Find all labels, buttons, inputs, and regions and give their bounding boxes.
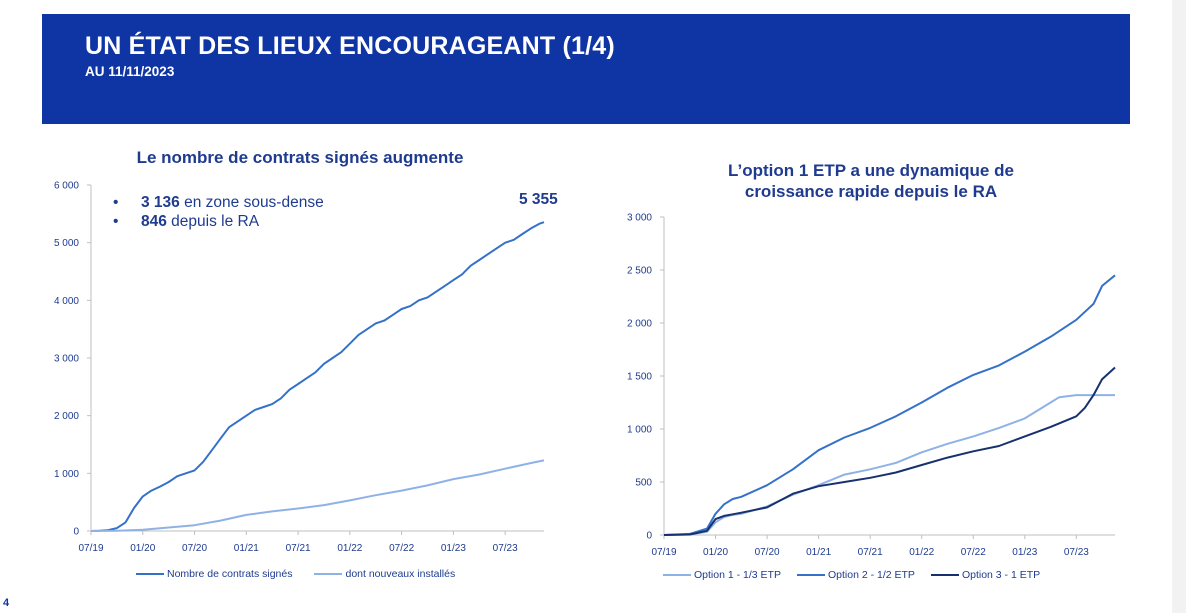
right-y-tick-label: 500 (635, 478, 652, 489)
left-y-tick-label: 6 000 (54, 181, 79, 192)
legend-swatch (314, 573, 343, 575)
bullet-text: en zone sous-dense (179, 194, 324, 211)
right-series-line-3 (663, 366, 1116, 536)
slide-subtitle: AU 11/11/2023 (85, 64, 175, 79)
right-x-tick-label: 01/23 (1012, 547, 1037, 558)
total-contracts-label: 5 355 (519, 191, 558, 208)
legend-item: Option 2 - 1/2 ETP (796, 569, 915, 581)
legend-item: Option 1 - 1/3 ETP (663, 569, 781, 581)
legend-item: Nombre de contrats signés (136, 568, 292, 580)
left-x-tick-label: 07/22 (389, 543, 414, 554)
legend-swatch (663, 574, 691, 576)
bullet-bold: 3 136 (141, 194, 180, 211)
right-y-tick-label: 1 500 (627, 372, 652, 383)
legend-label: Option 1 - 1/3 ETP (694, 569, 781, 581)
left-x-tick-label: 07/23 (493, 543, 518, 554)
left-y-tick-label: 2 000 (54, 411, 79, 422)
page-number: 4 (3, 597, 10, 609)
bullet-dot: • (113, 213, 119, 230)
left-chart-legend: Nombre de contrats signés dont nouveaux … (136, 568, 477, 580)
right-chart-title-line2: croissance rapide depuis le RA (744, 182, 998, 201)
right-y-tick-label: 3 000 (627, 213, 652, 224)
slide-title: UN ÉTAT DES LIEUX ENCOURAGEANT (1/4) (85, 32, 615, 60)
right-y-tick-label: 2 000 (627, 319, 652, 330)
title-banner (42, 14, 1130, 124)
right-x-tick-label: 07/22 (961, 547, 986, 558)
left-y-tick-label: 3 000 (54, 354, 79, 365)
left-y-tick-label: 0 (73, 527, 79, 538)
right-x-tick-label: 07/23 (1064, 547, 1089, 558)
slide-edge (1172, 0, 1186, 613)
left-x-tick-label: 01/21 (234, 543, 259, 554)
legend-swatch (796, 574, 825, 576)
right-y-tick-label: 1 000 (627, 425, 652, 436)
right-x-tick-label: 07/20 (755, 547, 780, 558)
right-x-tick-label: 07/19 (651, 547, 676, 558)
legend-label: Nombre de contrats signés (167, 568, 293, 580)
bullet-dot: • (113, 194, 119, 211)
right-x-tick-label: 01/20 (703, 547, 728, 558)
left-y-tick-label: 1 000 (54, 469, 79, 480)
left-chart-bullets: • 3 136 en zone sous-dense • 846 depuis … (113, 193, 324, 231)
left-series-line-1 (90, 221, 545, 532)
right-y-tick-label: 0 (646, 531, 652, 542)
legend-label: Option 3 - 1 ETP (961, 569, 1041, 581)
left-y-tick-label: 5 000 (54, 238, 79, 249)
bullet-text: depuis le RA (166, 213, 260, 230)
left-series-line-2 (90, 459, 545, 532)
legend-item: dont nouveaux installés (314, 568, 455, 580)
legend-swatch (136, 573, 164, 575)
legend-item: Option 3 - 1 ETP (930, 569, 1041, 581)
right-chart-legend: Option 1 - 1/3 ETP Option 2 - 1/2 ETP Op… (663, 569, 1056, 581)
legend-label: Option 2 - 1/2 ETP (827, 569, 915, 581)
left-x-tick-label: 01/22 (337, 543, 362, 554)
left-y-tick-label: 4 000 (54, 296, 79, 307)
left-chart-title: Le nombre de contrats signés augmente (136, 148, 464, 167)
left-x-tick-label: 07/20 (182, 543, 207, 554)
bullet-item: • 3 136 en zone sous-dense (113, 193, 324, 212)
left-x-tick-label: 07/19 (78, 543, 103, 554)
right-series-line-1 (663, 394, 1115, 536)
right-chart-title-line1: L’option 1 ETP a une dynamique de (728, 161, 1014, 180)
bullet-bold: 846 (141, 213, 167, 230)
legend-label: dont nouveaux installés (345, 568, 456, 580)
right-x-tick-label: 07/21 (858, 547, 883, 558)
right-series-line-2 (663, 274, 1116, 536)
left-x-tick-label: 01/23 (441, 543, 466, 554)
right-chart-title: L’option 1 ETP a une dynamique de croiss… (656, 160, 1086, 202)
left-x-tick-label: 07/21 (286, 543, 311, 554)
right-y-tick-label: 2 500 (627, 266, 652, 277)
legend-swatch (930, 574, 959, 576)
left-x-tick-label: 01/20 (130, 543, 155, 554)
right-x-tick-label: 01/21 (806, 547, 831, 558)
right-x-tick-label: 01/22 (909, 547, 934, 558)
bullet-item: • 846 depuis le RA (113, 212, 324, 231)
